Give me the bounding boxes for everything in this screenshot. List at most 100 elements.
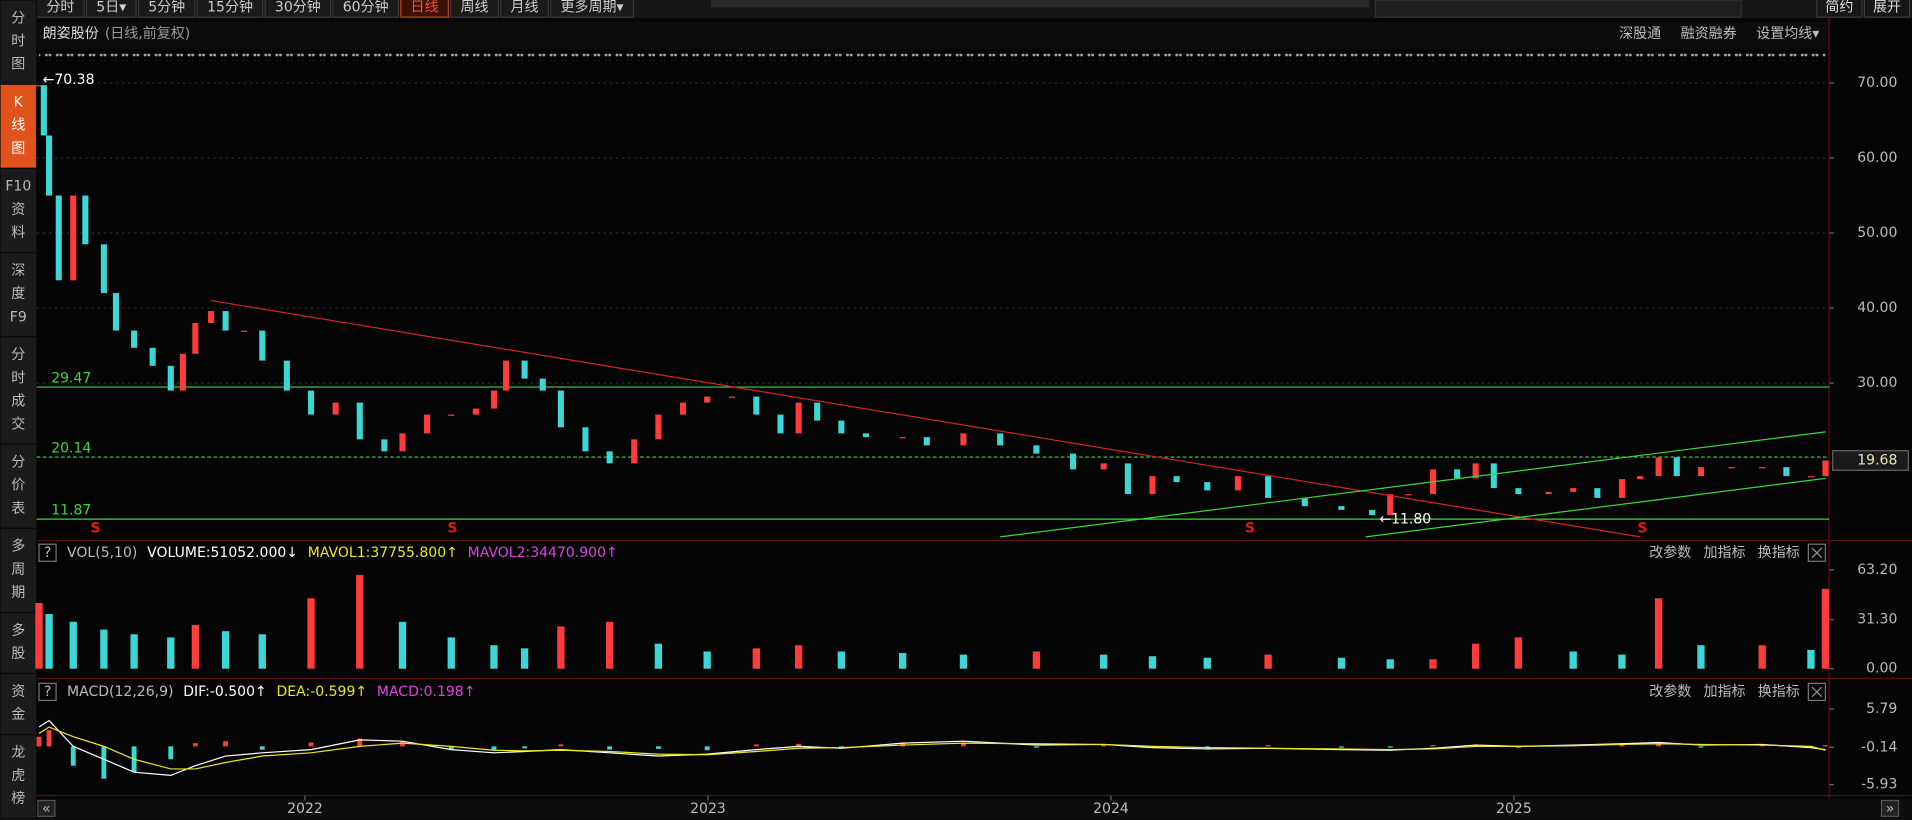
toolbar-tab-label[interactable]: 5分钟 <box>148 0 185 15</box>
candle <box>1728 467 1735 469</box>
sidebar-item-label[interactable]: 分 <box>11 10 25 26</box>
sidebar-item[interactable] <box>0 611 38 675</box>
header-link[interactable]: 深股通 <box>1619 26 1661 42</box>
header-link[interactable]: 设置均线▾ <box>1756 26 1819 42</box>
sidebar-item-label[interactable]: 料 <box>11 225 25 241</box>
toolbar-tab[interactable] <box>550 0 634 18</box>
sidebar-item-label[interactable]: 榜 <box>11 790 25 807</box>
toolbar-tab-label[interactable]: 15分钟 <box>207 0 253 15</box>
sidebar-item[interactable] <box>0 733 38 820</box>
sidebar-item-label[interactable]: 表 <box>11 501 25 517</box>
panel-button[interactable]: 改参数 <box>1649 683 1691 700</box>
close-panel[interactable] <box>1807 543 1827 562</box>
candle <box>539 378 546 391</box>
sidebar-item-label[interactable]: 时 <box>11 33 25 49</box>
toolbar-tab[interactable] <box>450 0 499 18</box>
candle <box>192 323 199 354</box>
toolbar-tab[interactable] <box>332 0 399 18</box>
header-link[interactable]: 融资融券 <box>1681 26 1737 42</box>
sidebar-item-label[interactable]: 价 <box>11 478 25 494</box>
toolbar-tab[interactable] <box>264 0 332 18</box>
sidebar-item[interactable] <box>0 443 38 529</box>
macd-bar <box>655 746 661 749</box>
panel-button[interactable]: 加指标 <box>1704 684 1746 700</box>
sidebar-item-label[interactable]: 图 <box>11 57 25 73</box>
sidebar-item-label[interactable]: 时 <box>11 370 25 386</box>
toolbar-tab-label[interactable]: 日线 <box>411 0 439 15</box>
sidebar-item-label[interactable]: 金 <box>11 707 25 723</box>
candle <box>923 437 930 446</box>
close-panel-icon[interactable] <box>1811 686 1823 698</box>
help-icon[interactable]: ? <box>44 545 51 561</box>
volume-bar <box>1807 649 1815 669</box>
volume-bar <box>191 624 200 669</box>
toolbar-tab-label[interactable]: 60分钟 <box>343 0 389 15</box>
toolbar-tab-label[interactable]: 30分钟 <box>275 0 321 15</box>
toolbar-right-frame[interactable] <box>1863 0 1911 18</box>
toolbar-right-button[interactable]: 展开 <box>1873 0 1901 15</box>
candle <box>1369 509 1376 516</box>
sidebar-item-label[interactable]: 多 <box>11 538 25 555</box>
toolbar-tab[interactable] <box>137 0 196 18</box>
sidebar-item-label[interactable]: 资 <box>11 684 25 700</box>
price-level-label: 11.87 <box>51 503 91 519</box>
last-price-label: 19.68 <box>1857 453 1897 469</box>
sidebar-item[interactable] <box>0 672 38 736</box>
toolbar-tab-label[interactable]: 周线 <box>461 0 489 15</box>
toolbar-tab-label[interactable]: 分时 <box>46 0 74 15</box>
toolbar-tab-label[interactable]: 5日▾ <box>96 0 126 15</box>
scroll-left-icon[interactable]: « <box>42 801 51 817</box>
sidebar-item[interactable] <box>0 0 38 85</box>
help-icon[interactable]: ? <box>44 684 51 700</box>
toolbar-tab-label[interactable]: 月线 <box>511 0 539 15</box>
sidebar-item-label[interactable]: 分 <box>11 454 25 470</box>
scroll-right-icon[interactable]: » <box>1886 801 1895 817</box>
toolbar-tab[interactable] <box>196 0 264 18</box>
sidebar-item-label[interactable]: 多 <box>11 622 25 639</box>
sidebar-item-label[interactable]: 资 <box>11 202 25 218</box>
toolbar-tab-label[interactable]: 更多周期▾ <box>561 0 624 15</box>
panel-button[interactable]: 换指标 <box>1758 544 1800 561</box>
sidebar-item[interactable] <box>0 527 38 614</box>
macd-bar <box>1823 745 1828 747</box>
sidebar-item-label[interactable]: 度 <box>11 286 25 302</box>
sidebar-item-label[interactable]: 虎 <box>11 768 25 784</box>
sidebar-item-label[interactable]: 线 <box>11 118 25 134</box>
sidebar-item-label[interactable]: 周 <box>11 562 25 578</box>
scroll-right[interactable] <box>1880 799 1900 817</box>
toolbar-tab[interactable] <box>85 0 137 18</box>
close-panel-icon[interactable] <box>1811 547 1823 559</box>
help-box[interactable] <box>38 543 57 562</box>
toolbar-right-frame[interactable] <box>1816 0 1863 18</box>
candle <box>795 402 802 434</box>
help-box[interactable] <box>38 682 57 702</box>
sidebar-item-label[interactable]: K <box>14 94 24 110</box>
volume-bar <box>898 653 907 669</box>
close-panel[interactable] <box>1807 682 1827 702</box>
scroll-left[interactable] <box>37 799 56 817</box>
panel-button[interactable]: 加指标 <box>1704 545 1746 561</box>
sidebar-item-label[interactable]: 龙 <box>11 745 25 761</box>
y-tick-label: 60.00 <box>1857 150 1897 166</box>
sidebar-item-label[interactable]: 分 <box>11 347 25 363</box>
candle <box>1124 463 1131 495</box>
panel-button[interactable]: 换指标 <box>1758 683 1800 700</box>
sidebar-item-label[interactable]: 图 <box>11 141 25 157</box>
toolbar-tab[interactable] <box>400 0 449 18</box>
sidebar-item-label[interactable]: 股 <box>11 646 25 662</box>
sidebar-item-label[interactable]: 深 <box>11 263 25 279</box>
sidebar-item[interactable] <box>0 251 38 338</box>
candle <box>631 439 638 464</box>
sidebar-item-label[interactable]: F9 <box>10 309 27 325</box>
sidebar-item[interactable] <box>0 336 38 445</box>
panel-button[interactable]: 改参数 <box>1649 544 1691 561</box>
sidebar-item-label[interactable]: 成 <box>11 393 25 409</box>
sidebar-item-label[interactable]: 交 <box>11 416 25 433</box>
toolbar-right-button[interactable]: 简约 <box>1825 0 1853 15</box>
volume-bar <box>167 637 175 669</box>
volume-bar <box>1100 654 1108 669</box>
sidebar-item[interactable] <box>0 83 38 170</box>
toolbar-tab[interactable] <box>500 0 549 18</box>
sidebar-item-label[interactable]: F10 <box>5 179 31 195</box>
sidebar-item-label[interactable]: 期 <box>11 585 25 601</box>
